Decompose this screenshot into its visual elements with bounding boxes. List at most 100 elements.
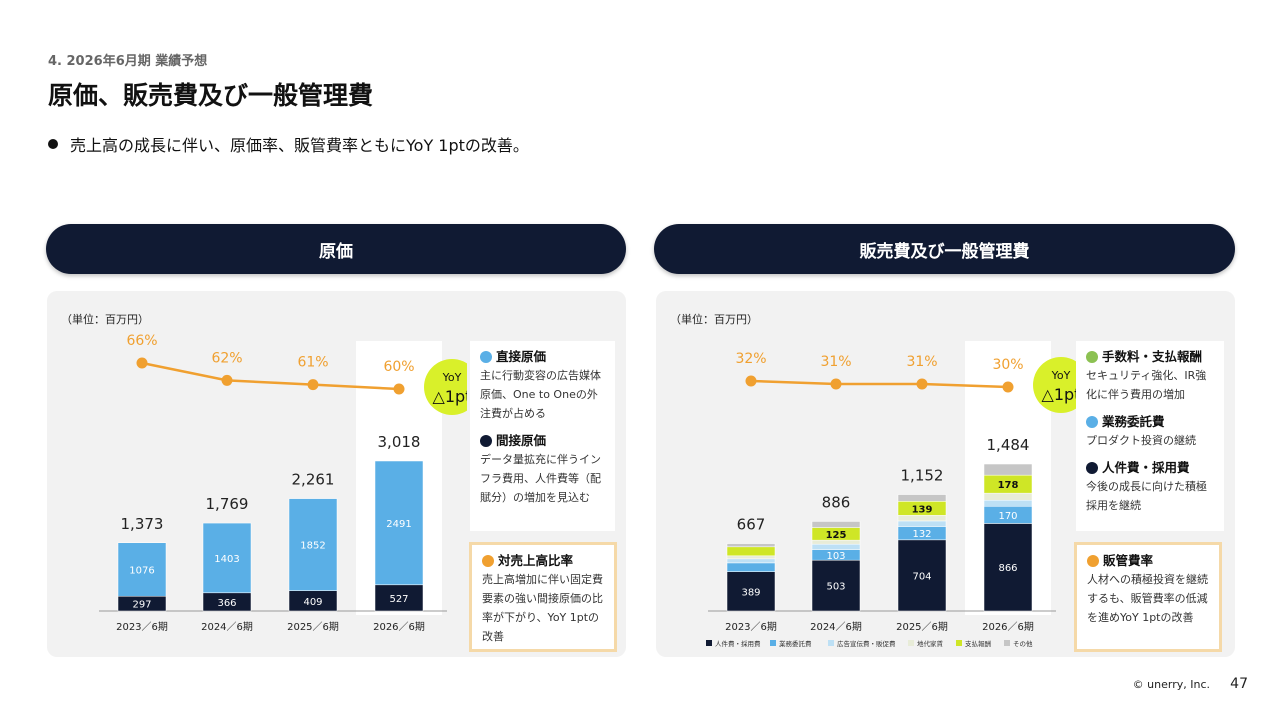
bar-segment: [983, 499, 1033, 507]
total-label: 1,152: [901, 467, 944, 485]
note-text: 人材への積極投資を継続するも、販管費率の低減を進めYoY 1ptの改善: [1087, 573, 1208, 624]
summary-text: 売上高の成長に伴い、原価率、販管費率ともにYoY 1ptの改善。: [70, 136, 529, 155]
data-label: 704: [912, 571, 931, 582]
note-title: 直接原価: [496, 349, 547, 364]
sga-notes: 手数料・支払報酬 セキュリティ強化、IR強化に伴う費用の増加 業務委託費 プロダ…: [1076, 341, 1224, 531]
ratio-label: 62%: [211, 350, 242, 366]
dot-icon: [1086, 415, 1098, 428]
ratio-point: [221, 374, 233, 386]
bar-segment: [726, 558, 776, 564]
bar-segment: [811, 521, 861, 528]
bar-segment: [983, 492, 1033, 501]
data-label: 139: [912, 504, 933, 515]
cost-unit-label: （単位：百万円）: [61, 313, 149, 326]
note-indirect-cost: 間接原価 データ量拡充に伴うインフラ費用、人件費等（配賦分）の増加を見込む: [480, 431, 605, 507]
category-label: 2023／6期: [116, 621, 168, 633]
sga-highlight-note: 販管費率 人材への積極投資を継続するも、販管費率の低減を進めYoY 1ptの改善: [1074, 542, 1222, 652]
category-label: 2023／6期: [725, 621, 777, 633]
note-title: 販管費率: [1103, 553, 1154, 568]
note-title: 対売上高比率: [498, 553, 574, 568]
dot-icon: [1086, 350, 1098, 363]
ratio-label: 60%: [383, 359, 414, 375]
ratio-point: [830, 378, 842, 390]
legend-swatch: [956, 640, 962, 646]
yoy-label: YoY: [1051, 369, 1071, 382]
bar-segment: [811, 543, 861, 550]
legend-swatch: [706, 640, 712, 646]
category-label: 2025／6期: [896, 621, 948, 633]
note-title: 業務委託費: [1102, 414, 1165, 429]
data-label: 1076: [129, 565, 154, 576]
bar-segment: [897, 539, 947, 612]
copyright: © unerry, Inc.: [1132, 678, 1210, 691]
ratio-point: [307, 379, 319, 391]
section-subtitle: 4. 2026年6月期 業績予想: [48, 54, 208, 69]
ratio-point: [136, 357, 148, 369]
dot-icon: [1087, 554, 1099, 567]
cost-highlight-note: 対売上高比率 売上高増加に伴い固定費要素の強い間接原価の比率が下がり、YoY 1…: [469, 542, 617, 652]
note-text: 今後の成長に向けた積極採用を継続: [1086, 480, 1207, 512]
yoy-bubble: [424, 359, 467, 415]
cost-chart: 297 1076 1,373 2023／6期 366 1403 1,769 2024／6期 40…: [99, 333, 467, 633]
ratio-label: 61%: [297, 355, 328, 371]
bar-segment: [726, 562, 776, 572]
data-label: 409: [303, 597, 322, 608]
ratio-label: 32%: [735, 351, 766, 367]
dot-icon: [1086, 461, 1098, 474]
yoy-value: △1pt: [1042, 385, 1076, 404]
note-fees: 手数料・支払報酬 セキュリティ強化、IR強化に伴う費用の増加: [1086, 347, 1214, 404]
data-label: 103: [826, 551, 845, 562]
dot-icon: [480, 350, 492, 363]
ratio-point: [745, 375, 757, 387]
legend-swatch: [908, 640, 914, 646]
total-label: 886: [822, 493, 851, 511]
legend-swatch: [770, 640, 776, 646]
data-label: 866: [998, 563, 1017, 574]
note-text: セキュリティ強化、IR強化に伴う費用の増加: [1086, 369, 1207, 401]
ratio-label: 31%: [820, 354, 851, 370]
bar-segment: [374, 460, 424, 586]
legend-label: 広告宣伝費・販促費: [837, 639, 896, 648]
category-label: 2026／6期: [982, 621, 1034, 633]
ratio-point: [1002, 381, 1014, 393]
summary-bullet: 売上高の成長に伴い、原価率、販管費率ともにYoY 1ptの改善。: [48, 132, 529, 156]
data-label: 503: [826, 582, 845, 593]
total-label: 2,261: [292, 471, 335, 489]
bar-segment: [897, 520, 947, 527]
bar-segment: [117, 542, 167, 597]
page-title: 原価、販売費及び一般管理費: [48, 81, 374, 110]
data-label: 170: [998, 511, 1017, 522]
dot-icon: [482, 554, 494, 567]
bar-segment: [897, 494, 947, 502]
category-label: 2026／6期: [373, 621, 425, 633]
ratio-label: 66%: [126, 333, 157, 349]
data-label: 178: [998, 480, 1019, 491]
legend-label: 地代家賃: [917, 639, 944, 648]
bar-segment: [726, 571, 776, 612]
yoy-bubble: [1033, 357, 1076, 413]
legend-swatch: [1004, 640, 1010, 646]
data-label: 1852: [300, 541, 325, 552]
legend-swatch: [828, 640, 834, 646]
bar-segment: [811, 559, 861, 612]
bar-segment: [983, 463, 1033, 476]
bar-segment: [983, 523, 1033, 612]
bar-segment: [374, 584, 424, 612]
sga-chart: 389 667 2023／6期 503 103 125 886 2024／6期 704 132 13…: [706, 341, 1076, 648]
data-label: 2491: [386, 519, 411, 530]
ratio-label: 31%: [906, 354, 937, 370]
note-outsourcing: 業務委託費 プロダクト投資の継続: [1086, 412, 1214, 450]
legend-label: その他: [1013, 639, 1033, 648]
legend-label: 業務委託費: [779, 639, 812, 648]
data-label: 389: [741, 587, 760, 598]
category-label: 2024／6期: [201, 621, 253, 633]
note-direct-cost: 直接原価 主に行動変容の広告媒体原価、One to Oneの外注費が占める: [480, 347, 605, 423]
ratio-point: [393, 383, 405, 395]
legend-label: 支払報酬: [965, 639, 991, 648]
legend-label: 人件費・採用費: [715, 639, 761, 648]
data-label: 527: [389, 594, 408, 605]
data-label: 1403: [214, 554, 239, 565]
sga-section-header: 販売費及び一般管理費: [654, 224, 1235, 274]
note-personnel: 人件費・採用費 今後の成長に向けた積極採用を継続: [1086, 458, 1214, 515]
total-label: 1,769: [206, 495, 249, 513]
